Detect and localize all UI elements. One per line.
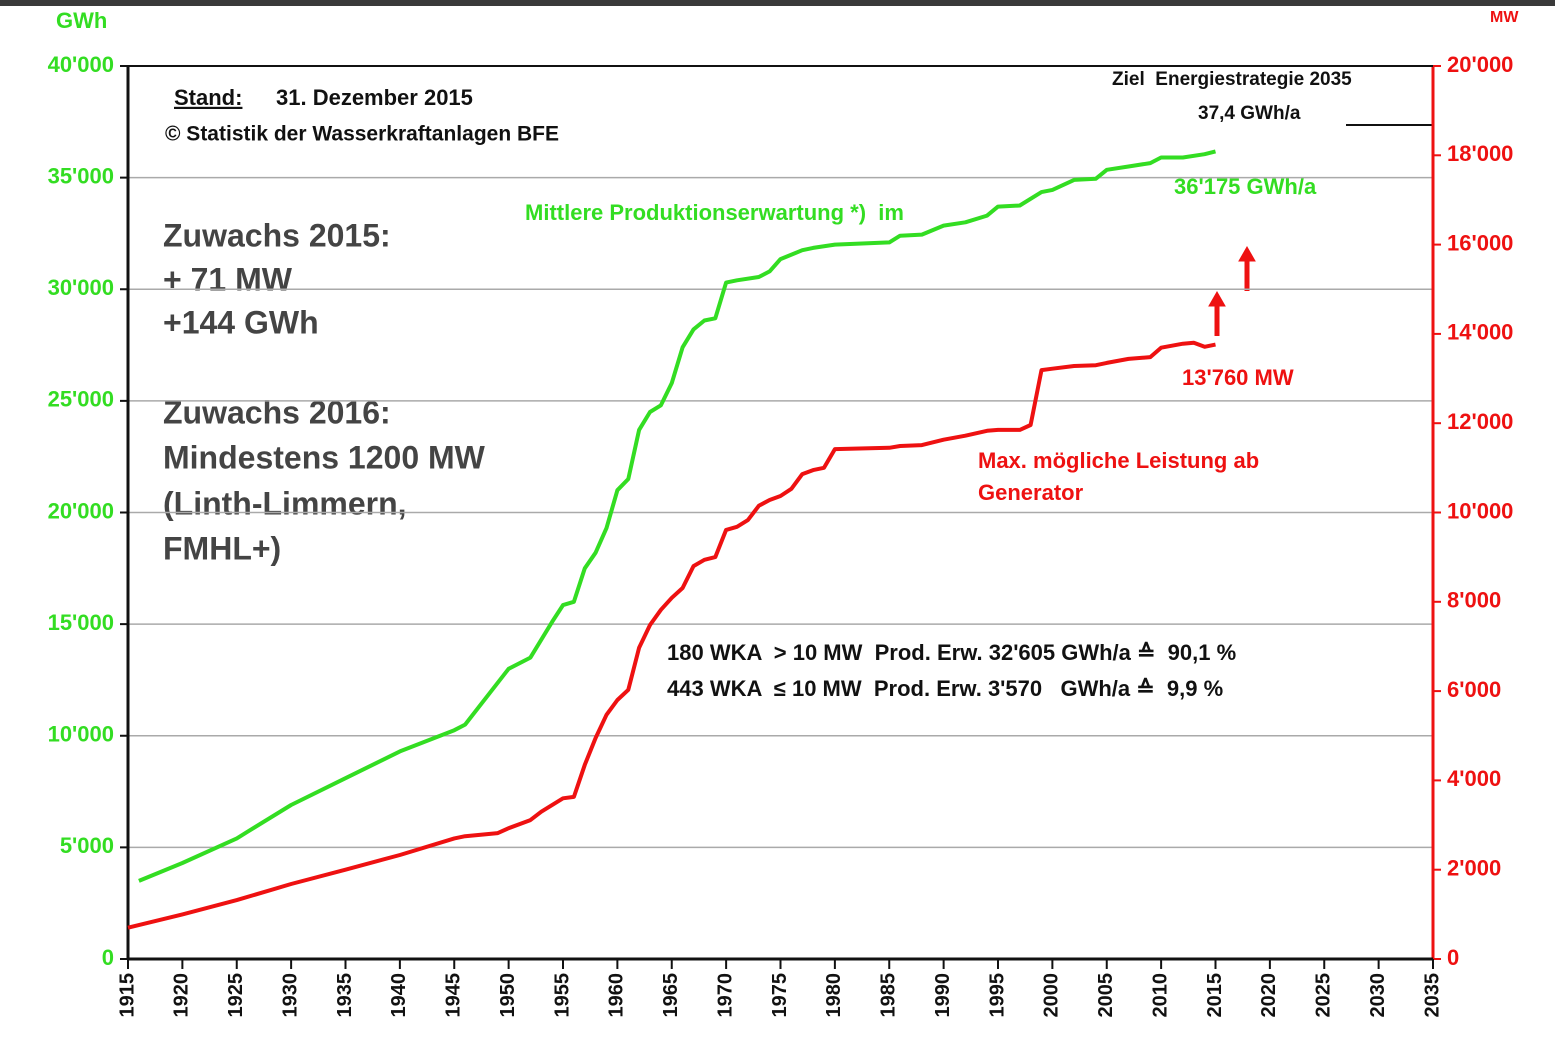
series-line — [138, 149, 1216, 883]
x-tick-label: 2025 — [1313, 973, 1335, 1018]
x-tick-label: 1925 — [225, 973, 247, 1018]
x-tick-label: 2000 — [1041, 973, 1063, 1018]
y-tick-label: 20'000 — [48, 498, 114, 523]
x-tick-label: 1980 — [823, 973, 845, 1018]
y-tick-label: 10'000 — [48, 722, 114, 747]
x-tick-label: 1955 — [551, 973, 573, 1018]
x-tick-label: 2005 — [1095, 973, 1117, 1018]
x-tick-label: 1995 — [986, 973, 1008, 1018]
arrow-head — [1238, 245, 1256, 262]
x-tick-label: 1985 — [878, 973, 900, 1018]
arrow-head — [1208, 290, 1226, 307]
y-tick-label: 5'000 — [60, 833, 114, 858]
y-tick-label: 0 — [102, 945, 114, 970]
y2-tick-label: 10'000 — [1447, 498, 1513, 523]
y2-tick-label: 2'000 — [1447, 856, 1501, 881]
x-tick-label: 1970 — [714, 973, 736, 1018]
annotation: Zuwachs 2015: — [163, 217, 391, 253]
top-bar — [0, 0, 1555, 6]
x-tick-label: 2015 — [1204, 973, 1226, 1018]
y2-tick-label: 16'000 — [1447, 230, 1513, 255]
x-tick-label: 1930 — [279, 973, 301, 1018]
x-tick-label: 1950 — [497, 973, 519, 1018]
annotation: +144 GWh — [163, 304, 319, 340]
y-tick-label: 15'000 — [48, 610, 114, 635]
annotation: 13'760 MW — [1182, 365, 1294, 390]
y2-tick-label: 6'000 — [1447, 677, 1501, 702]
annotation: (Linth-Limmern, — [163, 485, 407, 521]
annotation: + 71 MW — [163, 261, 293, 297]
x-tick-label: 1935 — [334, 973, 356, 1018]
x-tick-label: 1975 — [769, 973, 791, 1018]
x-tick-label: 2035 — [1421, 973, 1443, 1018]
y2-tick-label: 14'000 — [1447, 320, 1513, 345]
annotation: 31. Dezember 2015 — [276, 85, 473, 110]
annotation: Mindestens 1200 MW — [163, 439, 486, 475]
annotation: Stand: — [174, 85, 242, 110]
x-tick-label: 1940 — [388, 973, 410, 1018]
x-tick-label: 2020 — [1258, 973, 1280, 1018]
x-tick-label: 2010 — [1149, 973, 1171, 1018]
annotation: Ziel Energiestrategie 2035 — [1112, 69, 1352, 90]
annotation: Max. mögliche Leistung ab — [978, 448, 1259, 473]
arrows — [1208, 245, 1256, 336]
y2-tick-label: 8'000 — [1447, 588, 1501, 613]
x-tick-label: 1915 — [116, 973, 138, 1018]
x-tick-label: 1965 — [660, 973, 682, 1018]
annotation: Mittlere Produktionserwartung *) im — [525, 200, 904, 225]
x-tick-label: 1920 — [171, 973, 193, 1018]
x-tick-label: 2030 — [1367, 973, 1389, 1018]
y2-tick-label: 0 — [1447, 945, 1459, 970]
y2-tick-label: 20'000 — [1447, 52, 1513, 77]
y2-tick-label: 12'000 — [1447, 409, 1513, 434]
annotation: 443 WKA ≤ 10 MW Prod. Erw. 3'570 GWh/a ≙… — [667, 676, 1223, 701]
x-tick-label: 1945 — [443, 973, 465, 1018]
annotation: © Statistik der Wasserkraftanlagen BFE — [165, 123, 559, 146]
annotation: Generator — [978, 480, 1084, 505]
annotation: 37,4 GWh/a — [1198, 103, 1301, 124]
x-tick-label: 1990 — [932, 973, 954, 1018]
x-tick-label: 1960 — [606, 973, 628, 1018]
annotation: FMHL+) — [163, 530, 281, 566]
y-axis-label: GWh — [56, 8, 107, 33]
y-tick-label: 30'000 — [48, 275, 114, 300]
y-tick-label: 40'000 — [48, 52, 114, 77]
y2-tick-label: 4'000 — [1447, 766, 1501, 791]
series-line — [127, 340, 1216, 930]
y-tick-label: 25'000 — [48, 387, 114, 412]
y2-axis-label: MW — [1490, 9, 1519, 26]
y2-tick-label: 18'000 — [1447, 141, 1513, 166]
annotation: Zuwachs 2016: — [163, 394, 391, 430]
annotation: 180 WKA > 10 MW Prod. Erw. 32'605 GWh/a … — [667, 640, 1236, 665]
y-tick-label: 35'000 — [48, 163, 114, 188]
